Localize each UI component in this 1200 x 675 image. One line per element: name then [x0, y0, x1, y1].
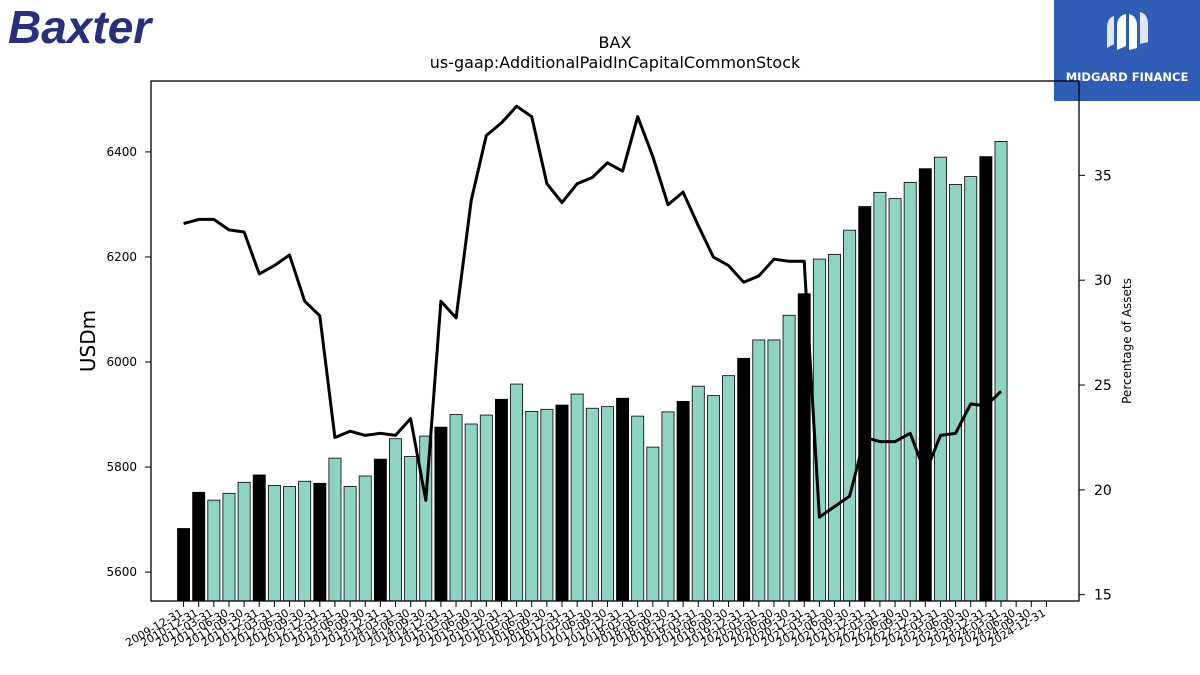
- bar: [495, 398, 508, 602]
- plot-frame: [150, 80, 1080, 602]
- bar: [570, 393, 584, 602]
- bar: [828, 253, 841, 602]
- bar: [464, 423, 478, 602]
- bar: [934, 156, 947, 602]
- bar: [207, 499, 221, 602]
- chart-title: BAX: [599, 33, 632, 52]
- bar: [404, 456, 418, 602]
- bar: [767, 339, 781, 602]
- y-tick-label: 6000: [106, 355, 137, 369]
- y2-tick-label: 15: [1094, 588, 1112, 604]
- bar: [449, 414, 463, 602]
- badge-label: MIDGARD FINANCE: [1065, 70, 1189, 84]
- y2-tick-label: 20: [1094, 483, 1112, 499]
- y2-axis-label: Percentage of Assets: [1120, 278, 1134, 404]
- bar: [434, 426, 448, 602]
- y2-tick-label: 35: [1094, 168, 1112, 184]
- bar: [646, 446, 660, 602]
- bar: [328, 457, 342, 602]
- bar: [949, 184, 963, 602]
- bar: [752, 339, 766, 602]
- bar: [964, 176, 978, 602]
- line-layer: [183, 104, 1003, 519]
- bar: [585, 407, 599, 602]
- bar: [298, 480, 312, 602]
- bar: [631, 415, 645, 602]
- bar: [616, 397, 630, 602]
- axes-layer: 5600580060006200640015202530352009-12-31…: [106, 80, 1112, 650]
- midgard-finance-badge: MIDGARD FINANCE: [1054, 0, 1200, 101]
- bar: [555, 404, 569, 602]
- bar: [343, 486, 357, 602]
- y-axis-label: USDm: [76, 310, 100, 372]
- bar: [267, 485, 281, 602]
- bar: [389, 438, 402, 602]
- y-tick-label: 6400: [106, 145, 137, 159]
- midgard-m-icon: [1107, 12, 1148, 50]
- bar: [252, 474, 266, 602]
- bar: [525, 410, 539, 602]
- y2-tick-label: 25: [1094, 378, 1112, 394]
- bar: [918, 168, 932, 602]
- bars-layer: [177, 141, 1008, 602]
- bar: [661, 411, 675, 602]
- bar: [843, 229, 857, 602]
- bar: [979, 156, 993, 602]
- chart-subtitle: us-gaap:AdditionalPaidInCapitalCommonSto…: [430, 53, 801, 72]
- y-tick-label: 5800: [106, 460, 137, 474]
- bar: [903, 181, 917, 602]
- bar: [888, 198, 902, 602]
- bar: [510, 383, 524, 602]
- bar: [600, 406, 614, 602]
- bar: [722, 375, 735, 602]
- bar: [222, 492, 236, 602]
- series-line: [183, 104, 1003, 519]
- y2-tick-label: 30: [1094, 273, 1112, 289]
- bar: [994, 141, 1008, 602]
- bar: [177, 528, 191, 602]
- bar: [192, 491, 206, 602]
- bar: [373, 458, 387, 602]
- bar: [540, 408, 554, 602]
- bar: [737, 357, 751, 602]
- bar: [676, 401, 690, 602]
- bar: [237, 481, 251, 602]
- bar: [283, 486, 296, 602]
- bar: [479, 414, 493, 602]
- bar: [691, 385, 705, 602]
- bar: [858, 206, 872, 602]
- bar: [873, 191, 887, 602]
- bar: [782, 314, 796, 602]
- y-tick-label: 5600: [106, 565, 137, 579]
- baxter-logo: Baxter: [8, 1, 152, 53]
- bar: [313, 482, 327, 602]
- y-tick-label: 6200: [106, 250, 137, 264]
- bar: [358, 475, 372, 602]
- bar: [706, 395, 720, 602]
